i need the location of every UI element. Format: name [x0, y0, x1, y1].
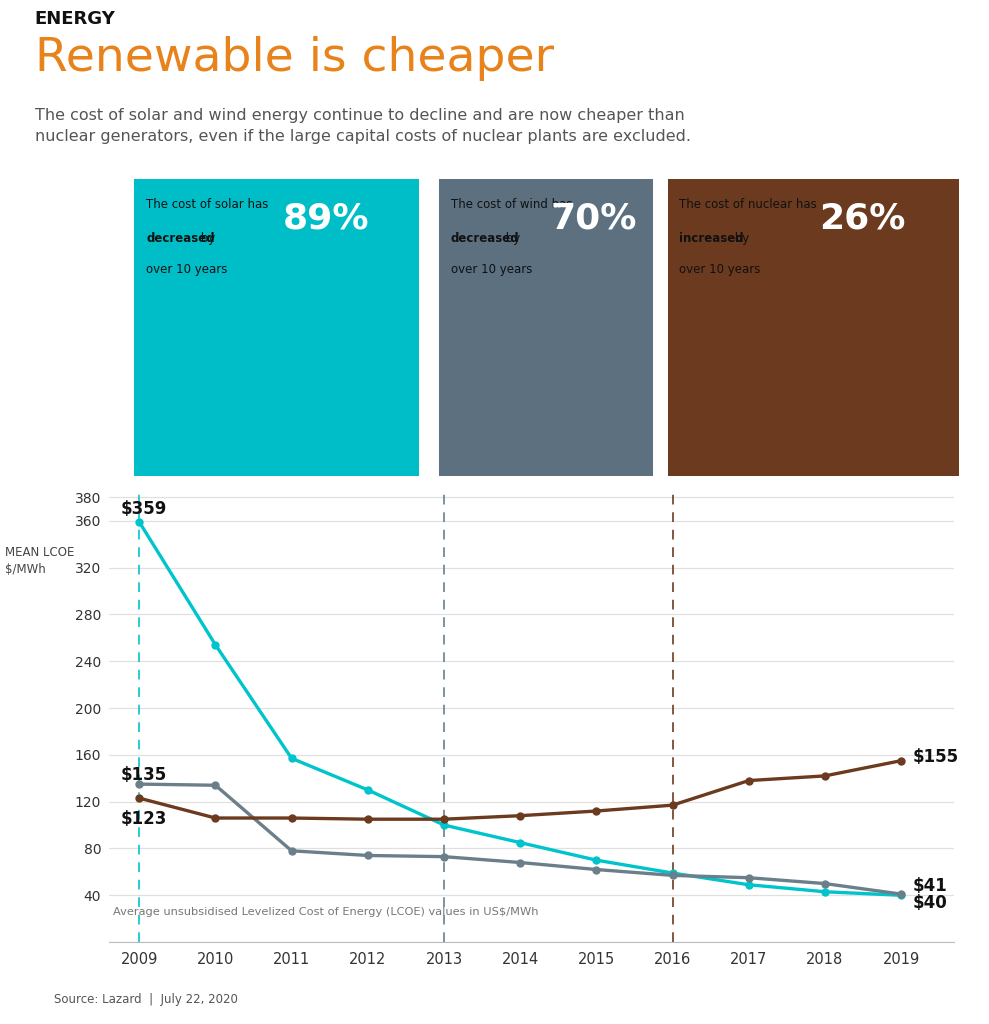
Text: The cost of solar has: The cost of solar has [146, 198, 269, 211]
Text: increased: increased [679, 232, 744, 246]
Text: decreased: decreased [146, 232, 215, 246]
Text: 70%: 70% [550, 202, 637, 236]
Text: Source: Lazard  |  July 22, 2020: Source: Lazard | July 22, 2020 [54, 992, 238, 1006]
Text: 89%: 89% [283, 202, 369, 236]
Text: over 10 years: over 10 years [146, 263, 227, 276]
Text: over 10 years: over 10 years [679, 263, 761, 276]
Text: ENERGY: ENERGY [35, 10, 116, 29]
Text: $40: $40 [913, 894, 947, 912]
Text: $359: $359 [121, 501, 166, 518]
Text: $41: $41 [913, 877, 947, 895]
Text: Renewable is cheaper: Renewable is cheaper [35, 36, 554, 81]
Text: decreased: decreased [451, 232, 519, 246]
Text: by: by [502, 232, 520, 246]
Text: $155: $155 [913, 749, 958, 766]
Text: $123: $123 [121, 810, 166, 827]
Text: Average unsubsidised Levelized Cost of Energy (LCOE) values in US$/MWh: Average unsubsidised Levelized Cost of E… [113, 907, 539, 918]
Text: The cost of wind has: The cost of wind has [451, 198, 573, 211]
Text: by: by [198, 232, 216, 246]
Text: by: by [731, 232, 749, 246]
Text: over 10 years: over 10 years [451, 263, 532, 276]
Text: The cost of nuclear has: The cost of nuclear has [679, 198, 817, 211]
Text: MEAN LCOE
$/MWh: MEAN LCOE $/MWh [5, 546, 74, 575]
Text: 26%: 26% [819, 202, 906, 236]
Text: The cost of solar and wind energy continue to decline and are now cheaper than
n: The cost of solar and wind energy contin… [35, 108, 690, 144]
Text: $135: $135 [121, 766, 166, 784]
